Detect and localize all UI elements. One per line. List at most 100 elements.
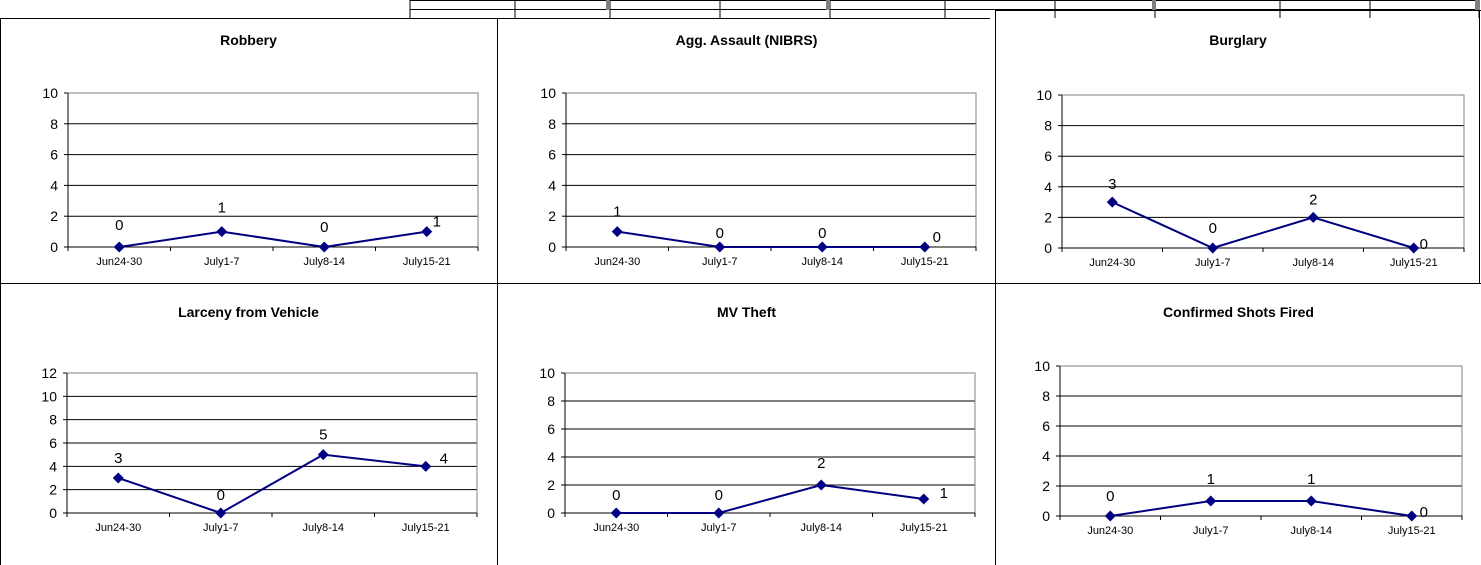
data-label: 3 — [114, 450, 122, 467]
strip-shaded-cell — [1152, 0, 1156, 10]
y-tick-label: 10 — [42, 85, 58, 101]
series-line — [117, 453, 426, 515]
y-tick-label: 12 — [41, 365, 57, 381]
series-line — [616, 483, 924, 514]
series-line — [1111, 201, 1415, 250]
data-label: 0 — [1420, 504, 1428, 521]
data-label: 0 — [115, 217, 123, 234]
y-tick-label: 10 — [1034, 358, 1050, 374]
data-point-marker — [113, 241, 125, 253]
data-label: 0 — [217, 487, 225, 504]
data-label: 0 — [1420, 236, 1428, 253]
x-tick-label: July1-7 — [1195, 257, 1230, 269]
series-line — [617, 230, 925, 248]
y-tick-label: 2 — [1044, 209, 1052, 225]
y-tick-label: 0 — [1042, 508, 1050, 524]
panel-divider-1 — [497, 18, 498, 565]
y-tick-label: 0 — [49, 505, 57, 521]
data-label: 1 — [940, 485, 948, 502]
panel-divider-top-right — [996, 10, 1481, 11]
chart-larceny-from-vehicle: Larceny from Vehicle 0 2 4 6 8 10 12 Jun24-30 Jul… — [0, 284, 497, 565]
y-tick-label: 2 — [49, 482, 57, 498]
y-tick-label: 6 — [547, 421, 555, 437]
series-line — [119, 230, 427, 249]
y-tick-label: 4 — [50, 177, 58, 193]
plot-area-border — [1061, 94, 1465, 249]
x-tick-label: July1-7 — [702, 256, 737, 268]
y-tick-label: 10 — [41, 388, 57, 404]
x-tick-label: July1-7 — [203, 522, 238, 534]
y-tick-label: 8 — [1042, 388, 1050, 404]
partial-table-strip — [409, 0, 1480, 18]
x-tick-label: July15-21 — [403, 256, 451, 268]
chart-svg-larceny-from-vehicle: Larceny from Vehicle 0 2 4 6 8 10 12 Jun24-30 Jul… — [41, 304, 478, 534]
y-tick-label: 2 — [547, 477, 555, 493]
panel-divider-left-edge — [0, 18, 1, 565]
chart-title: MV Theft — [717, 304, 776, 320]
y-tick-label: 4 — [1044, 179, 1052, 195]
data-label: 5 — [319, 427, 327, 444]
chart-title: Larceny from Vehicle — [178, 304, 319, 320]
x-tick-label: Jun24-30 — [96, 256, 142, 268]
strip-shaded-cell — [1475, 0, 1479, 10]
x-tick-label: July1-7 — [701, 522, 736, 534]
data-point-marker — [1104, 510, 1116, 522]
x-tick-label: July8-14 — [1290, 525, 1332, 537]
data-label: 1 — [433, 214, 441, 231]
y-tick-label: 8 — [548, 116, 556, 132]
x-tick-label: Jun24-30 — [594, 256, 640, 268]
data-point-marker — [1106, 196, 1118, 208]
chart-robbery: Robbery 0 2 4 6 8 10 Jun24-30 July1-7 July8-14 Jul… — [0, 18, 497, 283]
x-tick-label: Jun24-30 — [593, 522, 639, 534]
panel-divider-top — [0, 18, 990, 19]
data-label: 1 — [1307, 471, 1315, 488]
chart-confirmed-shots-fired: Confirmed Shots Fired 0 2 4 6 8 10 Jun24-30 July… — [996, 284, 1481, 565]
panel-divider-right-edge — [1479, 10, 1480, 284]
data-point-marker — [713, 507, 725, 519]
data-point-marker — [815, 479, 827, 491]
data-point-marker — [816, 241, 828, 253]
y-tick-label: 4 — [548, 177, 556, 193]
data-label: 2 — [817, 455, 825, 472]
data-point-marker — [1408, 242, 1420, 254]
chart-title: Robbery — [220, 32, 277, 48]
x-tick-label: July8-14 — [800, 522, 842, 534]
y-tick-label: 10 — [540, 85, 556, 101]
x-tick-label: Jun24-30 — [1087, 525, 1133, 537]
y-tick-label: 0 — [547, 505, 555, 521]
y-tick-label: 2 — [1042, 478, 1050, 494]
x-tick-label: July15-21 — [1388, 525, 1436, 537]
plot-area-border — [565, 92, 977, 248]
data-label: 3 — [1108, 176, 1116, 193]
x-tick-label: July1-7 — [1193, 525, 1228, 537]
chart-mv-theft: MV Theft 0 2 4 6 8 10 Jun24-30 July1-7 July8-14 Ju… — [498, 284, 995, 565]
y-tick-label: 2 — [50, 208, 58, 224]
data-label: 0 — [612, 487, 620, 504]
data-point-marker — [216, 226, 228, 238]
data-point-marker — [1305, 495, 1317, 507]
x-tick-label: July8-14 — [302, 522, 344, 534]
data-point-marker — [421, 226, 433, 238]
data-label: 1 — [613, 204, 621, 221]
data-label: 2 — [1309, 191, 1317, 208]
plot-area-border — [67, 92, 479, 248]
x-tick-label: Jun24-30 — [95, 522, 141, 534]
data-label: 0 — [715, 487, 723, 504]
data-label: 0 — [1209, 220, 1217, 237]
y-tick-label: 6 — [1044, 148, 1052, 164]
data-label: 4 — [440, 450, 448, 467]
data-point-marker — [919, 241, 931, 253]
x-tick-label: July15-21 — [1390, 257, 1438, 269]
y-tick-label: 8 — [547, 393, 555, 409]
y-tick-label: 4 — [547, 449, 555, 465]
panel-divider-middle — [0, 283, 1481, 284]
data-point-marker — [420, 460, 432, 472]
data-point-marker — [918, 493, 930, 505]
data-label: 0 — [933, 229, 941, 246]
data-label: 1 — [218, 200, 226, 217]
chart-title: Confirmed Shots Fired — [1163, 304, 1314, 320]
strip-shaded-cell — [606, 0, 610, 10]
